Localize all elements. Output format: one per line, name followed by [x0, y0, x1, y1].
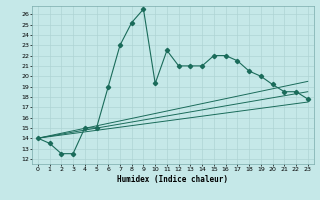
X-axis label: Humidex (Indice chaleur): Humidex (Indice chaleur) — [117, 175, 228, 184]
